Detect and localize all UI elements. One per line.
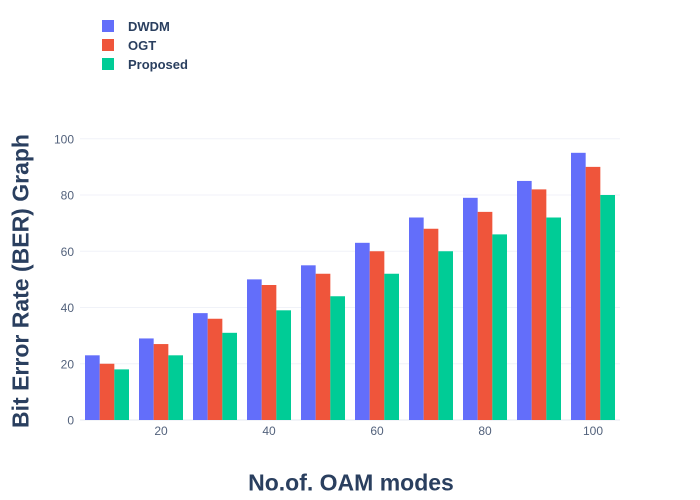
bar-ogt-70 [423, 228, 439, 420]
bar-dwdm-60 [355, 242, 370, 420]
bar-dwdm-40 [247, 279, 262, 421]
bar-dwdm-50 [301, 265, 316, 420]
y-tick-label-60: 60 [61, 245, 75, 259]
legend-swatch-dwdm [102, 20, 114, 32]
y-tick-label-20: 20 [61, 357, 75, 371]
bar-proposed-90 [546, 217, 561, 420]
bar-dwdm-100 [571, 152, 586, 420]
bar-ogt-60 [369, 251, 385, 420]
bar-proposed-40 [276, 310, 291, 420]
x-tick-label-20: 20 [154, 424, 168, 438]
bar-proposed-60 [384, 273, 399, 420]
y-tick-label-80: 80 [61, 189, 75, 203]
bar-ogt-20 [153, 344, 169, 420]
bar-proposed-70 [438, 251, 453, 420]
bar-ogt-90 [531, 189, 547, 421]
legend-label-ogt: OGT [128, 37, 157, 53]
bar-proposed-20 [168, 355, 183, 420]
bar-ogt-50 [315, 273, 331, 420]
legend-swatch-proposed [102, 58, 114, 70]
x-tick-label-40: 40 [262, 424, 276, 438]
y-axis-title: Bit Error Rate (BER) Graph [7, 134, 34, 428]
x-tick-label-100: 100 [583, 424, 603, 438]
legend: DWDM OGT Proposed [102, 18, 188, 77]
bar-dwdm-70 [409, 217, 424, 420]
y-tick-label-40: 40 [61, 301, 75, 315]
bar-dwdm-30 [193, 313, 208, 421]
bar-dwdm-10 [85, 355, 100, 420]
bar-dwdm-80 [463, 197, 478, 420]
legend-item-proposed[interactable]: Proposed [102, 56, 188, 72]
bar-proposed-10 [114, 369, 129, 421]
bar-ogt-40 [261, 285, 277, 420]
legend-swatch-ogt [102, 39, 114, 51]
bar-ogt-100 [585, 166, 601, 421]
bar-dwdm-90 [517, 180, 532, 420]
legend-item-ogt[interactable]: OGT [102, 37, 188, 53]
x-tick-label-80: 80 [478, 424, 492, 438]
x-axis-title: No.of. OAM modes [248, 469, 454, 496]
bar-proposed-100 [600, 195, 615, 420]
bar-ogt-10 [99, 363, 115, 420]
legend-item-dwdm[interactable]: DWDM [102, 18, 188, 34]
bar-proposed-50 [330, 296, 345, 420]
y-tick-label-0: 0 [67, 414, 74, 428]
bar-ogt-30 [207, 318, 223, 420]
bar-dwdm-20 [139, 338, 154, 420]
bar-proposed-80 [492, 234, 507, 421]
bar-ogt-80 [477, 211, 493, 421]
legend-label-dwdm: DWDM [128, 18, 170, 34]
x-tick-label-60: 60 [370, 424, 384, 438]
bar-proposed-30 [222, 332, 237, 420]
legend-label-proposed: Proposed [128, 56, 188, 72]
y-tick-label-100: 100 [54, 132, 74, 146]
